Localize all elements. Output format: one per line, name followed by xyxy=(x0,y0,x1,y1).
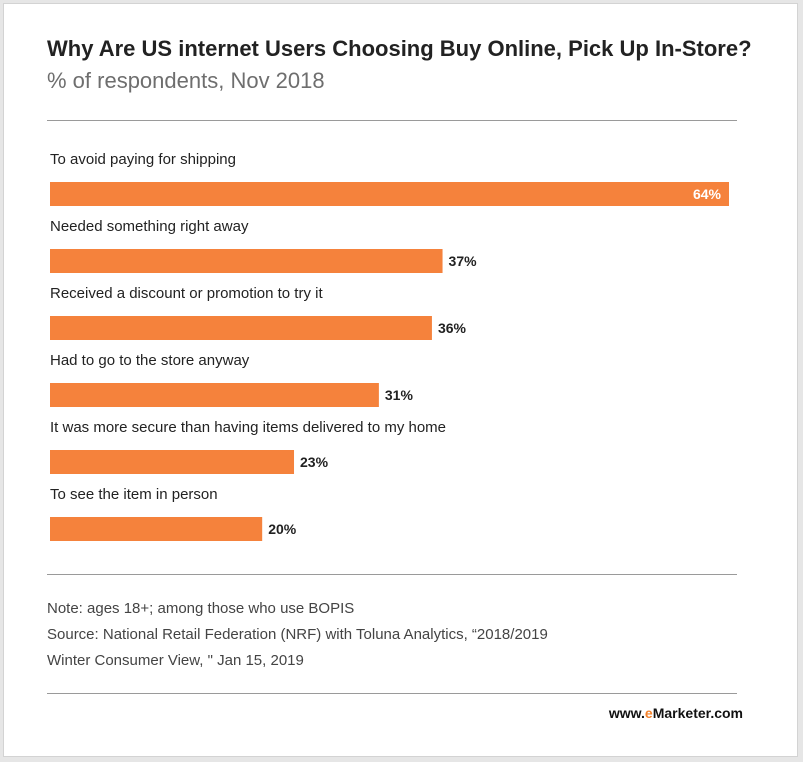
category-label: Had to go to the store anyway xyxy=(50,352,250,369)
value-label: 23% xyxy=(300,454,329,470)
bar xyxy=(50,249,443,273)
value-label: 36% xyxy=(438,320,467,336)
brand-accent-letter: e xyxy=(644,705,653,721)
footer-divider xyxy=(47,693,737,694)
bar xyxy=(50,383,379,407)
category-label: Received a discount or promotion to try … xyxy=(50,285,323,302)
chart-card xyxy=(3,3,798,757)
footnotes: Note: ages 18+; among those who use BOPI… xyxy=(47,596,548,674)
value-label: 37% xyxy=(449,253,478,269)
bar xyxy=(50,182,729,206)
chart-subtitle: % of respondents, Nov 2018 xyxy=(47,68,325,93)
source-text-line1: Source: National Retail Federation (NRF)… xyxy=(47,626,548,643)
brand-suffix: .com xyxy=(710,705,743,721)
bar xyxy=(50,517,263,541)
brand-name: Marketer xyxy=(652,705,711,721)
top-divider xyxy=(47,120,737,121)
note-text: Note: ages 18+; among those who use BOPI… xyxy=(47,600,355,617)
bottom-divider xyxy=(47,574,737,575)
bar xyxy=(50,316,432,340)
bar xyxy=(50,450,295,474)
value-label: 20% xyxy=(268,521,297,537)
category-label: Needed something right away xyxy=(50,218,249,235)
category-label: To avoid paying for shipping xyxy=(50,151,236,168)
value-label: 64% xyxy=(693,186,722,202)
brand-logo: www.eMarketer.com xyxy=(609,705,743,721)
bar-chart: To avoid paying for shipping 64% Needed so… xyxy=(50,151,729,541)
category-label: To see the item in person xyxy=(50,486,218,503)
chart-title: Why Are US internet Users Choosing Buy O… xyxy=(47,36,752,61)
source-text-line2: Winter Consumer View, " Jan 15, 2019 xyxy=(47,652,304,669)
value-label: 31% xyxy=(385,387,414,403)
brand-prefix: www. xyxy=(608,705,645,721)
category-label: It was more secure than having items del… xyxy=(50,419,446,436)
